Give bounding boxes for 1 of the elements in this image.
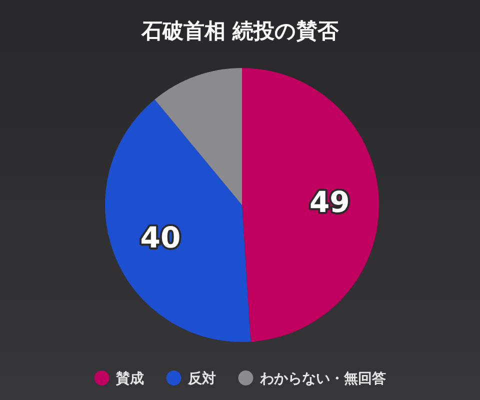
title: 石破首相 続投の賛否 [141,19,339,43]
